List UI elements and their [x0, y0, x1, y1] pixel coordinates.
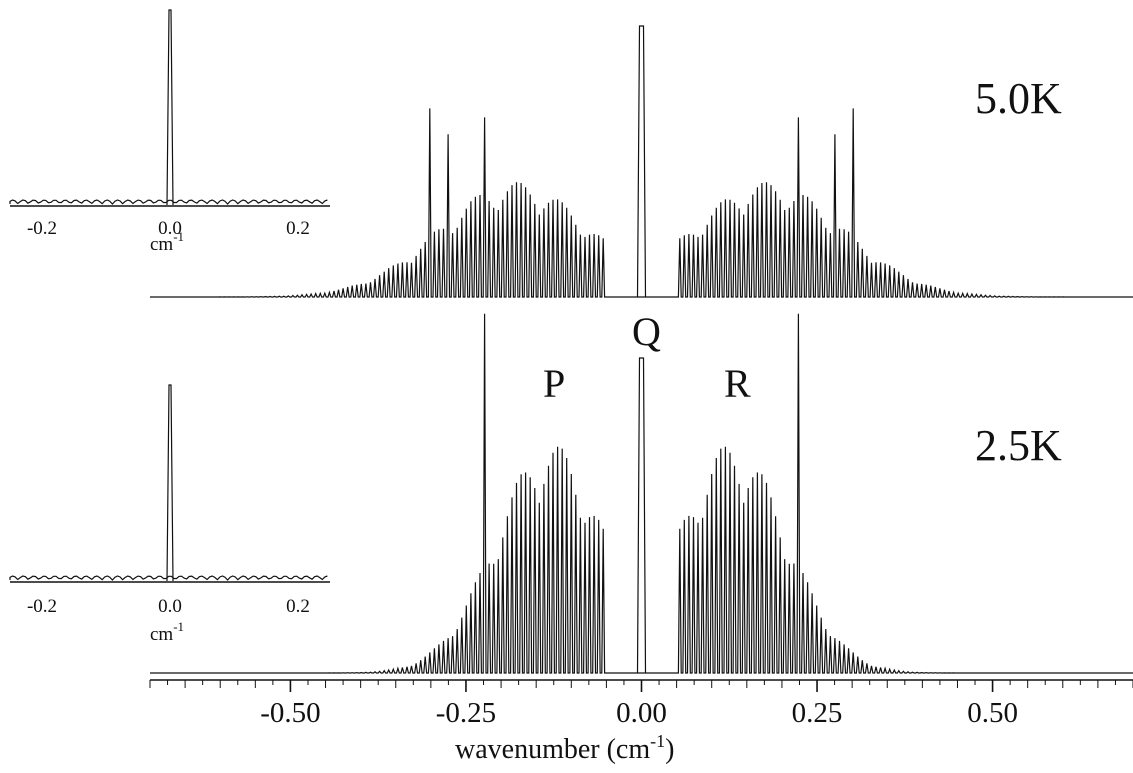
- x-axis-label: wavenumber (cm-1): [455, 731, 674, 765]
- x-axis-ticks: [149, 680, 1133, 692]
- inset-lower-unit-main: cm: [150, 624, 173, 645]
- inset-tick-label: -0.2: [27, 218, 57, 239]
- x-axis-label-close: ): [665, 734, 674, 765]
- inset-upper: -0.2 0.0 0.2 cm-1: [9, 9, 330, 255]
- x-tick-label: 0.00: [616, 697, 667, 729]
- inset-tick-label: 0.2: [286, 596, 310, 617]
- branch-label-p: P: [543, 361, 565, 406]
- x-axis-label-exponent: -1: [650, 731, 665, 751]
- inset-lower: -0.2 0.0 0.2 cm-1: [9, 384, 330, 645]
- x-tick-label: -0.50: [260, 697, 320, 729]
- inset-tick-label: 0.0: [158, 218, 182, 239]
- inset-upper-unit-main: cm: [150, 234, 173, 255]
- x-tick-label: -0.25: [436, 697, 496, 729]
- inset-lower-unit: cm-1: [150, 619, 184, 645]
- x-axis-label-main: wavenumber (cm: [455, 734, 650, 765]
- inset-upper-trace: [9, 9, 328, 206]
- x-axis-main: -0.50 -0.25 0.00 0.25 0.50 wavenumber (cm-1): [149, 679, 1133, 765]
- x-axis-tick-labels: -0.50 -0.25 0.00 0.25 0.50: [260, 697, 1018, 729]
- inset-tick-label: 0.2: [286, 218, 310, 239]
- inset-upper-unit-exp: -1: [173, 229, 184, 244]
- branch-label-r: R: [724, 361, 751, 406]
- inset-tick-label: 0.0: [158, 596, 182, 617]
- spectrum-upper: [150, 25, 1133, 298]
- inset-lower-trace: [9, 384, 328, 582]
- temperature-label-lower: 2.5K: [975, 421, 1062, 470]
- spectrum-lower-trace: [150, 313, 1133, 674]
- x-tick-label: 0.25: [792, 697, 843, 729]
- spectrum-lower: [150, 313, 1133, 674]
- inset-upper-tick-labels: -0.2 0.0 0.2: [27, 218, 310, 239]
- spectrum-upper-trace: [150, 25, 1133, 298]
- branch-label-q: Q: [632, 309, 661, 354]
- inset-lower-tick-labels: -0.2 0.0 0.2: [27, 596, 310, 617]
- x-tick-label: 0.50: [967, 697, 1018, 729]
- inset-upper-unit: cm-1: [150, 229, 184, 255]
- inset-lower-unit-exp: -1: [173, 619, 184, 634]
- temperature-label-upper: 5.0K: [975, 74, 1062, 123]
- inset-tick-label: -0.2: [27, 596, 57, 617]
